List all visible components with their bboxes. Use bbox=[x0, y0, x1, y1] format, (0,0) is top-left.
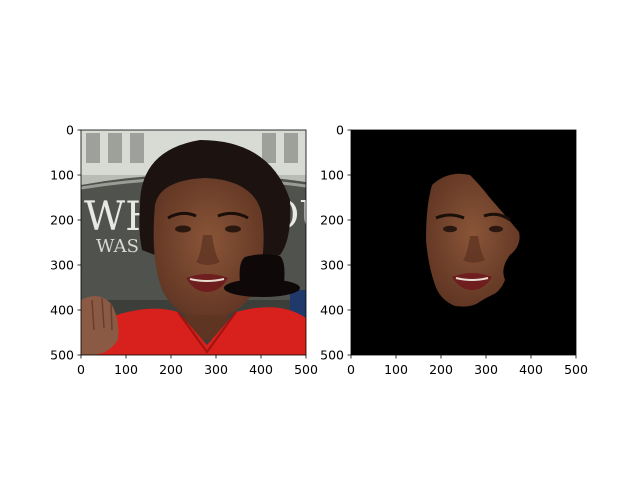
left-y-tick-label: 100 bbox=[50, 168, 74, 183]
right-x-tick-label: 300 bbox=[474, 362, 498, 377]
raised-hand bbox=[81, 296, 119, 355]
right-y-tick-label: 500 bbox=[320, 348, 344, 363]
right-image-panel bbox=[351, 130, 576, 355]
left-x-tick-label: 200 bbox=[159, 362, 183, 377]
left-y-tick-label: 500 bbox=[50, 348, 74, 363]
right-y-tick-label: 400 bbox=[320, 303, 344, 318]
left-x-tick-label: 500 bbox=[294, 362, 318, 377]
board-text-small: WAS bbox=[96, 236, 139, 257]
right-y-tick-label: 200 bbox=[320, 213, 344, 228]
hat-overlay bbox=[224, 254, 300, 297]
right-y-tick-label: 100 bbox=[320, 168, 344, 183]
mouth bbox=[186, 274, 228, 292]
left-x-tick-label: 0 bbox=[77, 362, 85, 377]
right-x-tick-label: 100 bbox=[384, 362, 408, 377]
right-x-tick-label: 200 bbox=[429, 362, 453, 377]
left-y-tick-label: 300 bbox=[50, 258, 74, 273]
left-y-tick-label: 400 bbox=[50, 303, 74, 318]
left-y-tick-label: 200 bbox=[50, 213, 74, 228]
red-jacket bbox=[81, 307, 306, 355]
photo-windows bbox=[86, 133, 298, 163]
left-x-tick-label: 400 bbox=[249, 362, 273, 377]
right-axes-frame bbox=[350, 129, 577, 356]
right-y-tick-label: 300 bbox=[320, 258, 344, 273]
right-x-tick-label: 500 bbox=[564, 362, 588, 377]
left-axes-frame bbox=[80, 129, 307, 356]
hair bbox=[139, 140, 291, 258]
left-y-tick-label: 0 bbox=[66, 123, 74, 138]
right-y-tick-label: 0 bbox=[336, 123, 344, 138]
masked-face bbox=[426, 173, 520, 307]
left-image-panel: WH OU WAS bbox=[81, 130, 306, 355]
right-mask-image bbox=[351, 130, 576, 355]
left-photo: WH OU WAS bbox=[81, 130, 306, 355]
right-x-tick-label: 400 bbox=[519, 362, 543, 377]
left-x-tick-label: 300 bbox=[204, 362, 228, 377]
right-x-tick-label: 0 bbox=[347, 362, 355, 377]
left-x-tick-label: 100 bbox=[114, 362, 138, 377]
